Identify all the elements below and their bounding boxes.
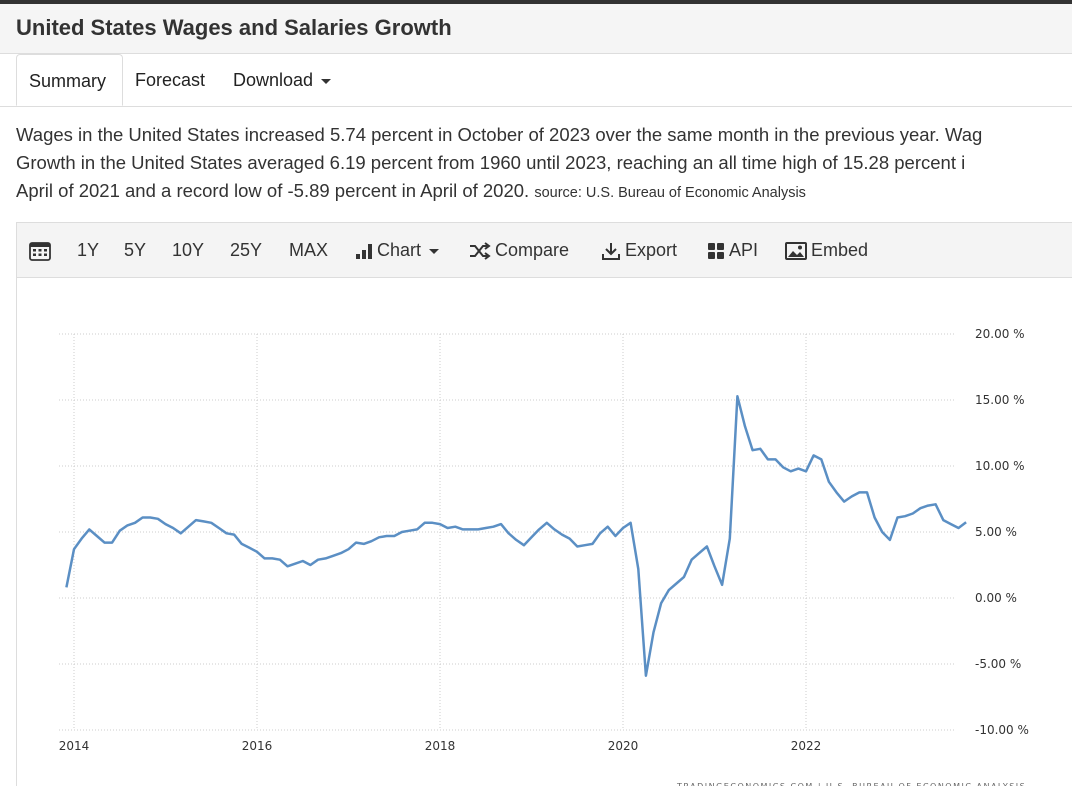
y-tick-label: -10.00 %: [975, 723, 1029, 737]
y-tick-label: -5.00 %: [975, 657, 1021, 671]
compare-label: Compare: [495, 240, 570, 260]
description-line-2: Growth in the United States averaged 6.1…: [16, 152, 966, 173]
x-tick-label: 2018: [425, 739, 456, 753]
tab-bar: Summary Forecast Download: [0, 54, 1072, 107]
y-tick-label: 0.00 %: [975, 591, 1017, 605]
range-max-button[interactable]: MAX: [289, 240, 329, 260]
page-header: United States Wages and Salaries Growth: [0, 4, 1072, 54]
shuffle-icon: [470, 242, 491, 261]
line-chart: 20.00 % 15.00 % 10.00 % 5.00 % 0.00 % -5.00 %…: [59, 327, 1029, 786]
y-tick-label: 10.00 %: [975, 459, 1025, 473]
description-line-3-text: April of 2021 and a record low of -5.89 …: [16, 180, 530, 201]
chart-type-button[interactable]: Chart: [355, 223, 440, 277]
chevron-down-icon: [321, 78, 332, 84]
page-title: United States Wages and Salaries Growth: [16, 15, 452, 40]
calendar-icon: [29, 242, 51, 262]
series-line: [65, 395, 967, 677]
range-25y-button[interactable]: 25Y: [230, 240, 263, 260]
grid-icon: [708, 243, 724, 260]
export-button[interactable]: Export: [601, 223, 677, 277]
tab-download[interactable]: Download: [233, 54, 332, 106]
export-label: Export: [625, 240, 678, 260]
x-tick-label: 2020: [608, 739, 639, 753]
api-label: API: [729, 240, 759, 260]
chart-area: 20.00 % 15.00 % 10.00 % 5.00 % 0.00 % -5.00 %…: [16, 278, 1072, 786]
range-5y-button[interactable]: 5Y: [124, 240, 147, 260]
embed-button[interactable]: Embed: [785, 223, 868, 277]
chart-credit: TRADINGECONOMICS.COM | U.S. BUREAU OF EC…: [676, 782, 1026, 786]
description-line-3: April of 2021 and a record low of -5.89 …: [16, 177, 1072, 207]
y-tick-label: 5.00 %: [975, 525, 1017, 539]
x-tick-label: 2022: [791, 739, 822, 753]
tab-forecast[interactable]: Forecast: [135, 70, 206, 90]
image-icon: [785, 242, 807, 261]
range-1y-button[interactable]: 1Y: [77, 240, 100, 260]
y-tick-label: 15.00 %: [975, 393, 1025, 407]
chart-toolbar: 1Y 5Y 10Y 25Y MAX Chart Compare Export A…: [16, 222, 1072, 278]
top-accent-bar: [0, 0, 1072, 4]
description-line-1: Wages in the United States increased 5.7…: [16, 124, 983, 145]
calendar-button[interactable]: [29, 223, 55, 277]
range-10y-button[interactable]: 10Y: [172, 240, 205, 260]
summary-description: Wages in the United States increased 5.7…: [16, 121, 1072, 207]
chevron-down-icon: [429, 248, 440, 254]
tab-download-label: Download: [233, 70, 314, 90]
download-icon: [602, 243, 620, 261]
source-note: source: U.S. Bureau of Economic Analysis: [534, 185, 806, 201]
x-tick-label: 2016: [242, 739, 273, 753]
compare-button[interactable]: Compare: [469, 223, 569, 277]
x-tick-label: 2014: [59, 739, 90, 753]
embed-label: Embed: [811, 240, 869, 260]
chart-type-label: Chart: [377, 240, 422, 260]
tab-summary[interactable]: Summary: [16, 54, 123, 106]
bar-chart-icon: [356, 244, 372, 260]
y-tick-label: 20.00 %: [975, 327, 1025, 341]
api-button[interactable]: API: [707, 223, 758, 277]
